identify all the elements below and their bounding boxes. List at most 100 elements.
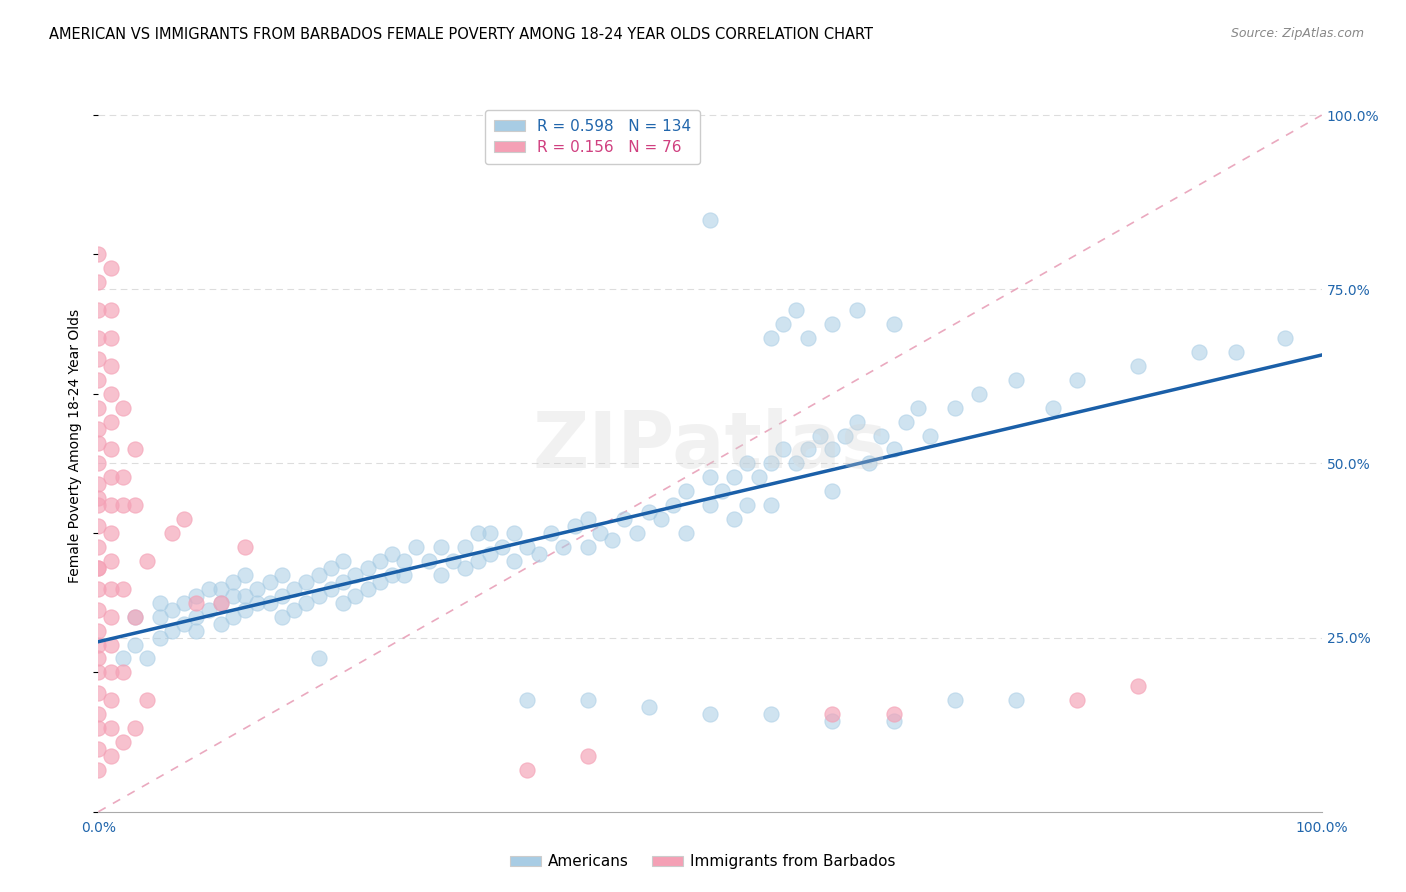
Point bbox=[87, 401, 110, 415]
Point bbox=[553, 540, 575, 554]
Point bbox=[723, 470, 745, 484]
Point bbox=[637, 505, 661, 519]
Point bbox=[87, 373, 110, 387]
Point bbox=[430, 540, 453, 554]
Point bbox=[1274, 331, 1296, 345]
Point bbox=[124, 609, 146, 624]
Point bbox=[100, 554, 122, 568]
Point bbox=[111, 582, 134, 596]
Point bbox=[1128, 679, 1150, 693]
Point bbox=[87, 763, 110, 777]
Point bbox=[100, 359, 122, 373]
Point bbox=[270, 609, 294, 624]
Point bbox=[356, 561, 378, 575]
Point bbox=[883, 442, 905, 457]
Point bbox=[111, 401, 134, 415]
Point bbox=[295, 596, 318, 610]
Point bbox=[503, 554, 526, 568]
Point bbox=[870, 428, 893, 442]
Point bbox=[600, 533, 623, 547]
Point bbox=[100, 442, 122, 457]
Point bbox=[527, 547, 550, 561]
Point bbox=[100, 498, 122, 512]
Point bbox=[100, 261, 122, 276]
Point bbox=[87, 721, 110, 735]
Point bbox=[233, 589, 256, 603]
Point bbox=[209, 596, 232, 610]
Point bbox=[675, 484, 697, 499]
Point bbox=[197, 603, 219, 617]
Point bbox=[308, 651, 330, 665]
Y-axis label: Female Poverty Among 18-24 Year Olds: Female Poverty Among 18-24 Year Olds bbox=[69, 309, 83, 583]
Point bbox=[392, 554, 416, 568]
Point bbox=[761, 457, 783, 471]
Point bbox=[761, 707, 783, 722]
Point bbox=[772, 317, 794, 331]
Point bbox=[478, 547, 501, 561]
Point bbox=[100, 665, 122, 680]
Point bbox=[441, 554, 464, 568]
Point bbox=[821, 707, 844, 722]
Point bbox=[197, 582, 219, 596]
Point bbox=[87, 331, 110, 345]
Point bbox=[124, 721, 146, 735]
Point bbox=[576, 749, 599, 764]
Point bbox=[222, 589, 245, 603]
Point bbox=[87, 519, 110, 533]
Point bbox=[467, 554, 489, 568]
Point bbox=[821, 714, 844, 728]
Point bbox=[662, 498, 685, 512]
Point bbox=[87, 561, 110, 575]
Point bbox=[381, 547, 404, 561]
Point bbox=[515, 540, 537, 554]
Point bbox=[149, 631, 172, 645]
Point bbox=[100, 526, 122, 541]
Point bbox=[87, 651, 110, 665]
Point bbox=[454, 540, 477, 554]
Point bbox=[87, 247, 110, 261]
Point bbox=[1128, 359, 1150, 373]
Point bbox=[136, 651, 159, 665]
Point bbox=[100, 609, 122, 624]
Point bbox=[785, 457, 807, 471]
Point bbox=[967, 386, 990, 401]
Point bbox=[883, 317, 905, 331]
Text: AMERICAN VS IMMIGRANTS FROM BARBADOS FEMALE POVERTY AMONG 18-24 YEAR OLDS CORREL: AMERICAN VS IMMIGRANTS FROM BARBADOS FEM… bbox=[49, 27, 873, 42]
Point bbox=[392, 567, 416, 582]
Point bbox=[637, 700, 661, 714]
Point bbox=[295, 574, 318, 589]
Point bbox=[186, 596, 208, 610]
Point bbox=[576, 512, 599, 526]
Point bbox=[111, 665, 134, 680]
Point bbox=[186, 589, 208, 603]
Point bbox=[173, 512, 195, 526]
Point bbox=[332, 574, 354, 589]
Point bbox=[943, 693, 966, 707]
Point bbox=[222, 574, 245, 589]
Point bbox=[808, 428, 831, 442]
Point bbox=[344, 589, 367, 603]
Point bbox=[87, 435, 110, 450]
Point bbox=[270, 589, 294, 603]
Point bbox=[87, 582, 110, 596]
Point bbox=[186, 624, 208, 638]
Point bbox=[259, 574, 281, 589]
Point bbox=[858, 457, 880, 471]
Point bbox=[797, 442, 820, 457]
Point bbox=[675, 526, 697, 541]
Point bbox=[87, 603, 110, 617]
Point bbox=[735, 457, 758, 471]
Point bbox=[100, 331, 122, 345]
Point bbox=[907, 401, 929, 415]
Point bbox=[100, 470, 122, 484]
Point bbox=[699, 470, 721, 484]
Point bbox=[209, 582, 232, 596]
Point bbox=[100, 415, 122, 429]
Point bbox=[233, 540, 256, 554]
Point bbox=[111, 470, 134, 484]
Point bbox=[160, 526, 183, 541]
Point bbox=[87, 665, 110, 680]
Point bbox=[87, 303, 110, 318]
Point bbox=[308, 589, 330, 603]
Point bbox=[613, 512, 636, 526]
